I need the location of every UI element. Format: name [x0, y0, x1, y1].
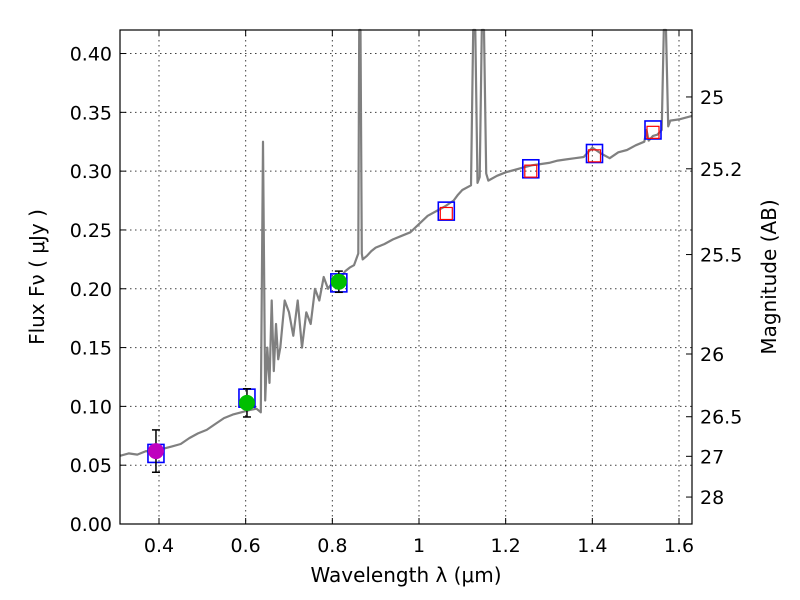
y-tick-label: 0.10: [70, 396, 112, 418]
photometry-layer: [147, 120, 662, 473]
x-tick-label: 1.2: [491, 535, 521, 557]
y2-tick-label: 25: [700, 87, 724, 109]
model-photometry-box: [585, 143, 604, 164]
upper-limit-box: [587, 149, 602, 163]
model-photometry-box: [521, 158, 540, 179]
y2-tick-label: 26.5: [700, 407, 742, 429]
y2-axis-label: Magnitude (AB): [757, 199, 781, 354]
upper-limit-box: [646, 125, 660, 139]
y-tick-label: 0.20: [70, 279, 112, 301]
y-tick-label: 0.40: [70, 44, 112, 66]
y-tick-label: 0.00: [70, 514, 112, 536]
x-tick-label: 1.4: [577, 535, 607, 557]
x-tick-label: 0.6: [231, 535, 261, 557]
model-photometry-box: [644, 120, 662, 140]
model-spectrum-line: [119, 28, 693, 457]
x-tick-label: 1.6: [664, 535, 694, 557]
x-tick-label: 0.4: [144, 535, 174, 557]
y2-tick-label: 27: [700, 446, 724, 468]
grid: [120, 30, 692, 525]
y2-tick-label: 25.2: [700, 159, 742, 181]
model-photometry-box: [437, 201, 456, 221]
observed-flux-point: [147, 443, 164, 460]
x-tick-label: 0.8: [317, 535, 347, 557]
observed-flux-point: [238, 394, 255, 411]
y2-tick-label: 26: [700, 344, 724, 366]
y-tick-label: 0.35: [70, 102, 112, 124]
y2-tick-label: 25.5: [700, 245, 742, 267]
y-tick-label: 0.25: [70, 220, 112, 242]
y2-tick-label: 28: [700, 487, 724, 509]
y-axis-label: Flux Fν ( μJy ): [25, 209, 49, 345]
x-tick-label: 1: [413, 535, 425, 557]
y-tick-label: 0.15: [70, 338, 112, 360]
observed-flux-point: [330, 273, 347, 290]
y-tick-label: 0.30: [70, 161, 112, 183]
plot-frame: [119, 29, 693, 525]
y-tick-label: 0.05: [70, 455, 112, 477]
model-spectrum-layer: [119, 28, 693, 457]
x-axis-label: Wavelength λ (μm): [310, 563, 501, 587]
ticks: 0.4 0.6 0.8 1 1.2 1.4 1.6 0.00 0.05 0.10 0.15 0.20 0…: [70, 30, 742, 557]
upper-limit-box: [524, 164, 538, 178]
upper-limit-box: [439, 206, 453, 221]
